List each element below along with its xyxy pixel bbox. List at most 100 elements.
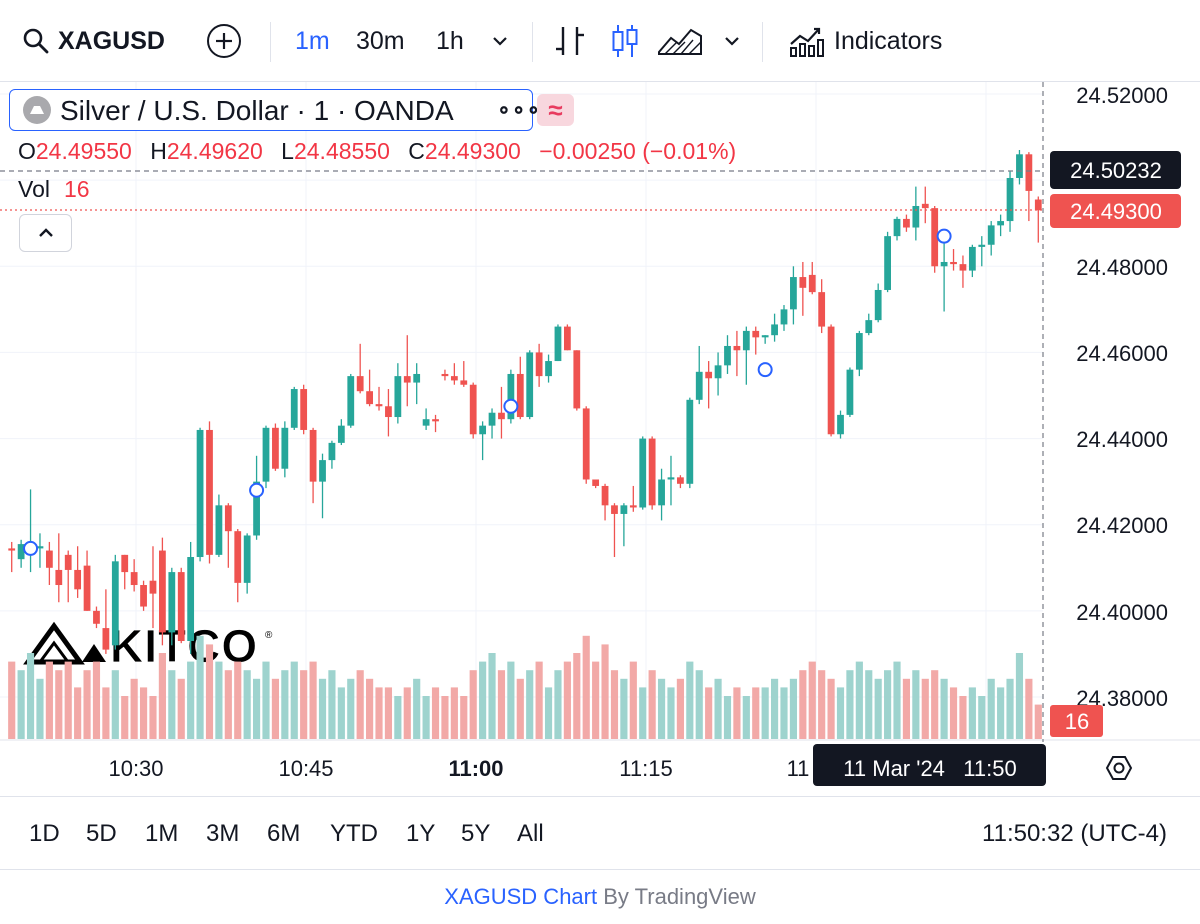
volume-bar xyxy=(224,670,232,739)
tradingview-link[interactable]: TradingView xyxy=(634,884,756,909)
low-label: L xyxy=(281,138,294,164)
volume-bar xyxy=(243,670,251,739)
volume-bar xyxy=(64,661,72,739)
candle-body xyxy=(290,389,298,428)
open-label: O xyxy=(18,138,36,164)
candle-body xyxy=(714,365,722,379)
candle-body xyxy=(215,505,223,555)
candles-chart-button[interactable] xyxy=(610,0,640,82)
volume-bar xyxy=(1025,678,1033,739)
candle-body xyxy=(375,404,383,407)
range-3m[interactable]: 3M xyxy=(206,820,240,847)
compare-symbol-button[interactable] xyxy=(205,0,243,82)
candle-body xyxy=(36,546,44,549)
event-marker xyxy=(503,398,519,414)
volume-bar xyxy=(253,678,261,739)
silver-bar-icon xyxy=(23,96,51,124)
range-ytd[interactable]: YTD xyxy=(330,820,378,847)
candle-body xyxy=(337,425,345,443)
volume-value-label: 16 xyxy=(1050,705,1103,737)
candle-body xyxy=(1016,154,1023,178)
volume-bar xyxy=(262,661,270,739)
range-1m[interactable]: 1M xyxy=(145,820,179,847)
volume-bar xyxy=(318,678,327,739)
price-axis[interactable]: 24.52000 24.48000 24.46000 24.44000 24.4… xyxy=(1076,83,1168,711)
volume-bar xyxy=(592,661,600,739)
indicators-button[interactable]: Indicators xyxy=(788,0,942,82)
volume-bar xyxy=(686,661,694,739)
time-tick: 10:45 xyxy=(278,756,333,781)
range-5d[interactable]: 5D xyxy=(86,820,117,847)
candle-body xyxy=(394,376,402,418)
symbol-chart-link[interactable]: XAGUSD Chart xyxy=(444,884,598,909)
legend-title: Silver / U.S. Dollar · 1 · OANDA xyxy=(60,95,454,126)
event-marker xyxy=(936,228,952,244)
area-chart-button[interactable] xyxy=(657,0,703,82)
timezone-clock[interactable]: 11:50:32 (UTC-4) xyxy=(982,820,1167,847)
candle-body xyxy=(761,335,769,338)
bar-chart-button[interactable] xyxy=(553,0,587,82)
candle-body xyxy=(196,429,204,558)
chart-settings-button[interactable] xyxy=(1105,756,1133,780)
candle-body xyxy=(582,408,590,480)
volume-bar xyxy=(413,678,421,739)
candle-body xyxy=(498,412,505,420)
volume-bar xyxy=(695,670,703,739)
volume-bar xyxy=(667,687,675,739)
symbol-legend[interactable]: Silver / U.S. Dollar · 1 · OANDA ∘∘∘ xyxy=(9,89,540,131)
volume-readout: Vol 16 xyxy=(18,176,90,203)
candle-body xyxy=(724,345,731,366)
candle-body xyxy=(865,320,873,334)
compare-badge[interactable]: ≈ xyxy=(537,94,574,126)
interval-1m[interactable]: 1m xyxy=(295,26,330,55)
volume-bar xyxy=(535,661,543,739)
collapse-legend-button[interactable] xyxy=(19,214,72,252)
change-value: −0.00250 (−0.01%) xyxy=(539,138,737,164)
candle-body xyxy=(884,236,891,290)
volume-bar xyxy=(441,696,449,739)
volume-bar xyxy=(149,696,157,739)
range-1y[interactable]: 1Y xyxy=(406,820,436,847)
volume-bar xyxy=(761,687,769,739)
time-axis[interactable]: 10:30 10:45 11:00 11:15 11 xyxy=(108,756,809,781)
interval-30m[interactable]: 30m xyxy=(356,26,405,55)
candle-body xyxy=(450,376,458,381)
candle-body xyxy=(243,535,251,583)
volume-bar xyxy=(959,696,967,739)
price-tick: 24.42000 xyxy=(1076,513,1168,538)
volume-bar xyxy=(544,687,553,739)
volume-bar xyxy=(74,687,82,739)
range-5y[interactable]: 5Y xyxy=(461,820,491,847)
candle-body xyxy=(45,550,53,568)
volume-bar xyxy=(375,687,383,739)
interval-dropdown[interactable] xyxy=(490,0,510,82)
volume-bar xyxy=(55,670,63,739)
candlestick-chart[interactable]: KITCO ® 24.52000 24.48000 24.46000 24.44… xyxy=(0,82,1200,796)
interval-1h[interactable]: 1h xyxy=(436,26,464,55)
volume-bar xyxy=(789,678,797,739)
volume-bar xyxy=(488,653,496,739)
range-6m[interactable]: 6M xyxy=(267,820,301,847)
range-1d[interactable]: 1D xyxy=(29,820,60,847)
candle-body xyxy=(563,326,571,351)
volume-bar xyxy=(554,670,562,739)
range-all[interactable]: All xyxy=(517,820,544,847)
volume-bar xyxy=(422,696,430,739)
candle-body xyxy=(319,460,326,482)
volume-bar xyxy=(507,661,515,739)
symbol-search[interactable]: XAGUSD xyxy=(22,0,165,82)
area-chart-icon xyxy=(658,28,702,55)
candle-body xyxy=(187,557,195,642)
chart-type-dropdown[interactable] xyxy=(722,0,742,82)
search-icon xyxy=(23,28,49,54)
volume-bar xyxy=(723,696,732,739)
candle-body xyxy=(17,544,25,560)
legend-more-button[interactable]: ∘∘∘ xyxy=(497,97,542,122)
candle-body xyxy=(460,380,468,385)
candle-body xyxy=(403,376,411,383)
volume-bar xyxy=(17,670,25,739)
candle-body xyxy=(206,429,213,555)
volume-bar xyxy=(205,644,214,739)
time-tick: 10:30 xyxy=(108,756,163,781)
volume-bar xyxy=(394,696,402,739)
